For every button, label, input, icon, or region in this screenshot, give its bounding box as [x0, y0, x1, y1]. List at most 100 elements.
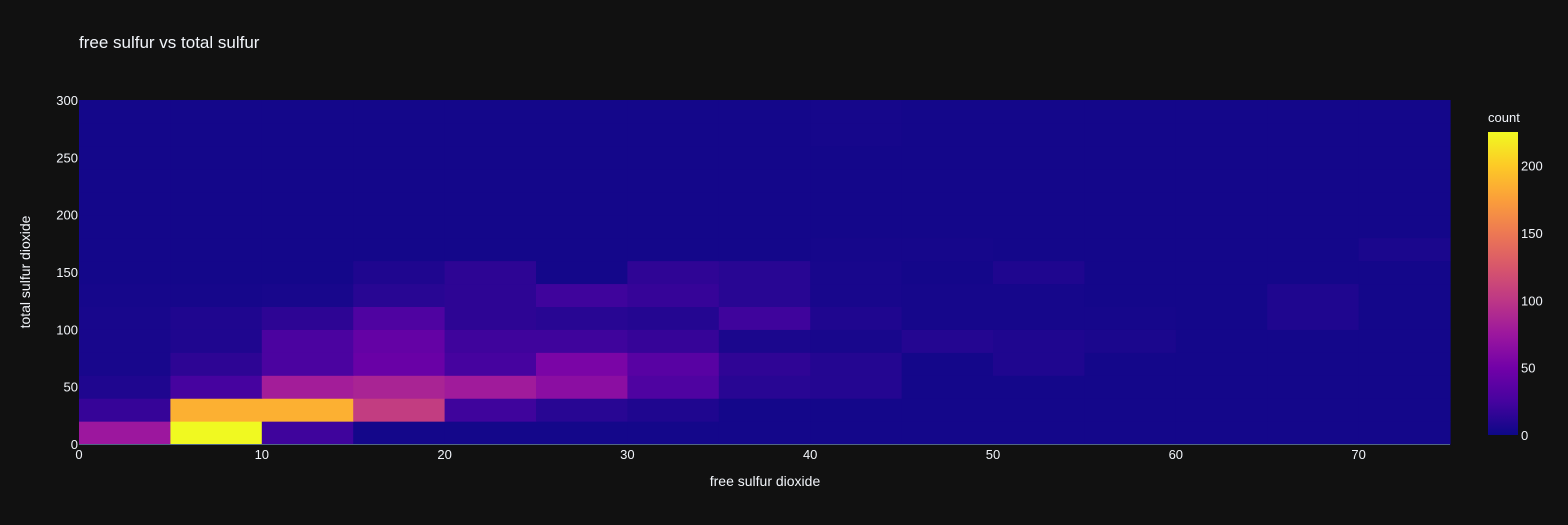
heatmap-cell[interactable]	[170, 237, 263, 262]
heatmap-cell[interactable]	[1175, 237, 1268, 262]
heatmap-cell[interactable]	[627, 375, 720, 399]
heatmap-cell[interactable]	[79, 214, 171, 239]
heatmap-cell[interactable]	[536, 306, 628, 330]
heatmap-cell[interactable]	[901, 375, 994, 399]
heatmap-cell[interactable]	[627, 260, 720, 285]
heatmap-cell[interactable]	[444, 214, 537, 239]
heatmap-cell[interactable]	[810, 122, 903, 147]
heatmap-cell[interactable]	[536, 398, 628, 422]
heatmap-cell[interactable]	[1084, 398, 1177, 422]
heatmap-cell[interactable]	[1358, 122, 1451, 147]
heatmap-cell[interactable]	[901, 260, 994, 285]
heatmap-cell[interactable]	[810, 421, 903, 445]
heatmap-cell[interactable]	[1175, 283, 1268, 307]
heatmap-cell[interactable]	[901, 100, 994, 124]
heatmap-cell[interactable]	[79, 421, 171, 445]
heatmap-cell[interactable]	[718, 329, 811, 353]
heatmap-cell[interactable]	[901, 306, 994, 330]
heatmap-cell[interactable]	[901, 191, 994, 216]
heatmap-cell[interactable]	[170, 122, 263, 147]
heatmap-cell[interactable]	[1175, 375, 1268, 399]
heatmap-cell[interactable]	[79, 260, 171, 285]
heatmap-cell[interactable]	[353, 283, 446, 307]
heatmap-cell[interactable]	[353, 145, 446, 170]
heatmap-cell[interactable]	[1267, 260, 1360, 285]
heatmap-cell[interactable]	[810, 214, 903, 239]
heatmap-cell[interactable]	[1084, 214, 1177, 239]
heatmap-cell[interactable]	[353, 122, 446, 147]
heatmap-cell[interactable]	[901, 168, 994, 193]
heatmap-cell[interactable]	[627, 421, 720, 445]
heatmap-cell[interactable]	[810, 260, 903, 285]
heatmap-cell[interactable]	[718, 145, 811, 170]
heatmap-cell[interactable]	[353, 398, 446, 422]
heatmap-cell[interactable]	[444, 122, 537, 147]
heatmap-cell[interactable]	[353, 329, 446, 353]
heatmap-cell[interactable]	[1084, 375, 1177, 399]
heatmap-cell[interactable]	[718, 214, 811, 239]
heatmap-cell[interactable]	[444, 168, 537, 193]
heatmap-cell[interactable]	[1358, 214, 1451, 239]
heatmap-cell[interactable]	[444, 375, 537, 399]
heatmap-cells[interactable]	[79, 100, 1451, 445]
heatmap-cell[interactable]	[79, 352, 171, 376]
heatmap-cell[interactable]	[444, 145, 537, 170]
heatmap-cell[interactable]	[353, 237, 446, 262]
heatmap-cell[interactable]	[536, 421, 628, 445]
heatmap-cell[interactable]	[993, 145, 1085, 170]
heatmap-cell[interactable]	[170, 283, 263, 307]
heatmap-cell[interactable]	[1175, 306, 1268, 330]
heatmap-cell[interactable]	[536, 168, 628, 193]
heatmap-cell[interactable]	[627, 329, 720, 353]
heatmap-cell[interactable]	[810, 329, 903, 353]
heatmap-cell[interactable]	[901, 398, 994, 422]
heatmap-cell[interactable]	[536, 329, 628, 353]
heatmap-cell[interactable]	[810, 398, 903, 422]
heatmap-cell[interactable]	[353, 421, 446, 445]
heatmap-cell[interactable]	[536, 100, 628, 124]
heatmap-cell[interactable]	[993, 168, 1085, 193]
heatmap-cell[interactable]	[1358, 375, 1451, 399]
heatmap-cell[interactable]	[1084, 237, 1177, 262]
heatmap-cell[interactable]	[718, 398, 811, 422]
heatmap-cell[interactable]	[1175, 191, 1268, 216]
heatmap-cell[interactable]	[993, 352, 1085, 376]
heatmap-cell[interactable]	[1175, 398, 1268, 422]
heatmap-cell[interactable]	[627, 237, 720, 262]
heatmap-cell[interactable]	[353, 191, 446, 216]
heatmap-cell[interactable]	[1175, 168, 1268, 193]
heatmap-cell[interactable]	[536, 237, 628, 262]
heatmap-cell[interactable]	[444, 398, 537, 422]
heatmap-cell[interactable]	[1084, 191, 1177, 216]
heatmap-cell[interactable]	[261, 352, 354, 376]
heatmap-cell[interactable]	[810, 191, 903, 216]
heatmap-cell[interactable]	[444, 352, 537, 376]
heatmap-cell[interactable]	[79, 329, 171, 353]
heatmap-cell[interactable]	[1267, 398, 1360, 422]
heatmap-cell[interactable]	[444, 260, 537, 285]
heatmap-cell[interactable]	[993, 237, 1085, 262]
heatmap-cell[interactable]	[993, 260, 1085, 285]
heatmap-cell[interactable]	[170, 306, 263, 330]
heatmap-cell[interactable]	[627, 122, 720, 147]
heatmap-cell[interactable]	[901, 352, 994, 376]
heatmap-cell[interactable]	[627, 306, 720, 330]
heatmap-cell[interactable]	[627, 100, 720, 124]
heatmap-cell[interactable]	[444, 191, 537, 216]
heatmap-cell[interactable]	[810, 100, 903, 124]
heatmap-cell[interactable]	[170, 191, 263, 216]
heatmap-cell[interactable]	[1267, 214, 1360, 239]
heatmap-cell[interactable]	[1267, 306, 1360, 330]
heatmap-cell[interactable]	[1175, 329, 1268, 353]
heatmap-cell[interactable]	[718, 122, 811, 147]
heatmap-cell[interactable]	[810, 145, 903, 170]
heatmap-cell[interactable]	[1358, 398, 1451, 422]
heatmap-cell[interactable]	[1084, 283, 1177, 307]
heatmap-cell[interactable]	[901, 145, 994, 170]
heatmap-cell[interactable]	[993, 214, 1085, 239]
heatmap-cell[interactable]	[79, 191, 171, 216]
heatmap-cell[interactable]	[993, 122, 1085, 147]
heatmap-cell[interactable]	[170, 168, 263, 193]
heatmap-cell[interactable]	[353, 260, 446, 285]
